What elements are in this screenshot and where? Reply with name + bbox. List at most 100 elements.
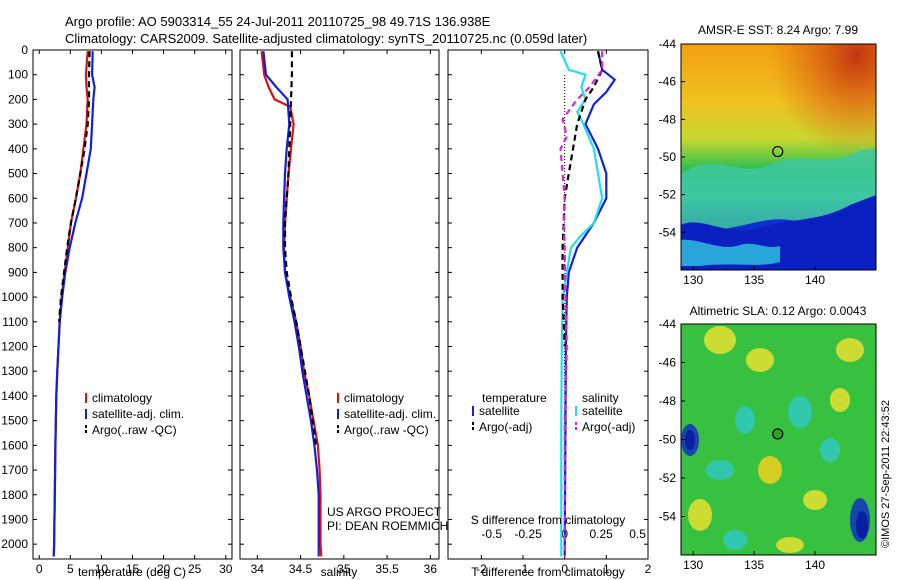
legend-label: Argo(-adj) — [479, 420, 532, 434]
x-tick-label: 25 — [188, 562, 202, 576]
s-diff-tick-label: 0.25 — [589, 527, 613, 541]
x-tick-label: 10 — [95, 562, 109, 576]
difference-series-line — [561, 50, 604, 347]
map-x-tick-label: 130 — [683, 273, 703, 287]
x-tick-label: 0 — [36, 562, 43, 576]
sla-map — [681, 324, 876, 555]
x-tick-label: -1 — [518, 562, 529, 576]
map-x-tick-label: 130 — [683, 558, 703, 572]
legend-title-temperature: temperature — [482, 391, 547, 405]
depth-tick-label: 1600 — [1, 438, 28, 452]
temperature-series-group — [52, 51, 96, 557]
x-axes: 0 5 10 15 20 25 30 34 34.5 35 35.5 36 -2 -1 0 1 2 -0.5 -0.… — [36, 50, 652, 576]
sla-blob — [685, 430, 695, 450]
x-tick-label: -2 — [476, 562, 487, 576]
map-y-tick-label: -50 — [659, 433, 677, 447]
difference-axis-label: T difference from climatology — [471, 565, 625, 579]
sla-blob — [706, 460, 734, 480]
depth-tick-label: 1300 — [1, 364, 28, 378]
map-y-tick-label: -48 — [659, 112, 677, 126]
depth-tick-label: 700 — [8, 216, 28, 230]
x-tick-label: 5 — [67, 562, 74, 576]
sla-blob — [836, 338, 864, 362]
x-tick-label: 1 — [603, 562, 610, 576]
s-diff-tick-label: 0.5 — [629, 527, 646, 541]
x-tick-label: 15 — [126, 562, 140, 576]
x-tick-label: 34 — [251, 562, 265, 576]
difference-series-line — [563, 50, 617, 557]
legend-label: climatology — [92, 391, 152, 405]
salinity-series-group — [260, 51, 323, 557]
depth-tick-label: 1700 — [1, 463, 28, 477]
map-y-tick-label: -44 — [659, 317, 677, 331]
sla-blob — [776, 537, 804, 553]
depth-tick-label: 600 — [8, 191, 28, 205]
salinity-axis-label: salinity — [321, 565, 358, 579]
depth-tick-label: 0 — [21, 43, 28, 57]
figure-title-line1: Argo profile: AO 5903314_55 24-Jul-2011 … — [65, 14, 491, 29]
temperature-axis-label: temperature (deg C) — [78, 565, 186, 579]
sla-blob — [758, 456, 782, 484]
x-tick-label: 35 — [337, 562, 351, 576]
temperature-legend: climatology satellite-adj. clim. Argo(..… — [85, 391, 184, 437]
imos-watermark: ©IMOS 27-Sep-2011 22:43:52 — [880, 400, 892, 548]
x-tick-label: 34.5 — [289, 562, 313, 576]
map-y-tick-label: -48 — [659, 394, 677, 408]
map-y-tick-label: -46 — [659, 356, 677, 370]
sla-field — [681, 324, 876, 555]
difference-legend: temperature salinity satellite Argo(-adj… — [472, 391, 635, 434]
map-x-tick-label: 140 — [805, 558, 825, 572]
sla-blob — [688, 499, 712, 531]
depth-axis: 0 100 200 300 400 500 600 700 800 900 1000 1100 1200… — [1, 43, 648, 551]
sla-blob — [820, 438, 840, 462]
map-x-tick-label: 140 — [805, 273, 825, 287]
sla-blob — [704, 326, 736, 354]
depth-tick-label: 1500 — [1, 414, 28, 428]
map-x-tick-label: 135 — [744, 273, 764, 287]
depth-tick-label: 1000 — [1, 290, 28, 304]
legend-label: satellite — [582, 404, 623, 418]
sla-anomaly-blobs — [681, 326, 870, 553]
map-y-tick-label: -54 — [659, 225, 677, 239]
series-layer — [52, 50, 617, 557]
legend-label: climatology — [344, 391, 404, 405]
temperature-series-line — [52, 51, 89, 557]
sla-blob — [746, 348, 774, 372]
depth-tick-label: 400 — [8, 142, 28, 156]
depth-tick-label: 900 — [8, 265, 28, 279]
sla-blob — [788, 396, 812, 428]
depth-tick-label: 100 — [8, 68, 28, 82]
temperature-series-line — [58, 51, 91, 322]
project-annotation-line2: PI: DEAN ROEMMICH — [327, 519, 448, 533]
s-difference-axis-label: S difference from climatology — [471, 513, 626, 527]
difference-plot-frame — [447, 49, 649, 560]
x-tick-label: 35.5 — [375, 562, 399, 576]
temperature-plot-frame — [32, 49, 233, 560]
salinity-legend: climatology satellite-adj. clim. Argo(..… — [337, 391, 436, 437]
x-tick-label: 20 — [157, 562, 171, 576]
temperature-series-line — [52, 51, 96, 557]
map-x-tick-label: 135 — [744, 558, 764, 572]
depth-tick-label: 2000 — [1, 537, 28, 551]
depth-tick-label: 200 — [8, 92, 28, 106]
depth-tick-label: 1900 — [1, 512, 28, 526]
salinity-plot-frame — [239, 49, 440, 560]
depth-tick-label: 1400 — [1, 389, 28, 403]
sla-map-title: Altimetric SLA: 0.12 Argo: 0.0043 — [690, 304, 867, 318]
map-y-tick-label: -52 — [659, 188, 677, 202]
figure-title-line2: Climatology: CARS2009. Satellite-adjuste… — [65, 31, 587, 46]
salinity-series-line — [283, 51, 318, 446]
x-tick-label: 0 — [561, 562, 568, 576]
map-y-tick-label: -44 — [659, 37, 677, 51]
x-tick-label: 36 — [424, 562, 438, 576]
sla-map-axes: 130 135 140 -44 -46 -48 -50 -52 -54 — [659, 317, 826, 572]
depth-tick-label: 1200 — [1, 340, 28, 354]
argo-position-marker — [772, 428, 784, 440]
sst-front — [681, 148, 876, 230]
map-y-tick-label: -50 — [659, 150, 677, 164]
depth-tick-label: 1100 — [2, 315, 28, 329]
difference-series-group — [559, 50, 617, 557]
legend-label: satellite-adj. clim. — [92, 407, 184, 421]
project-annotation-line1: US ARGO PROJECT — [327, 505, 442, 519]
